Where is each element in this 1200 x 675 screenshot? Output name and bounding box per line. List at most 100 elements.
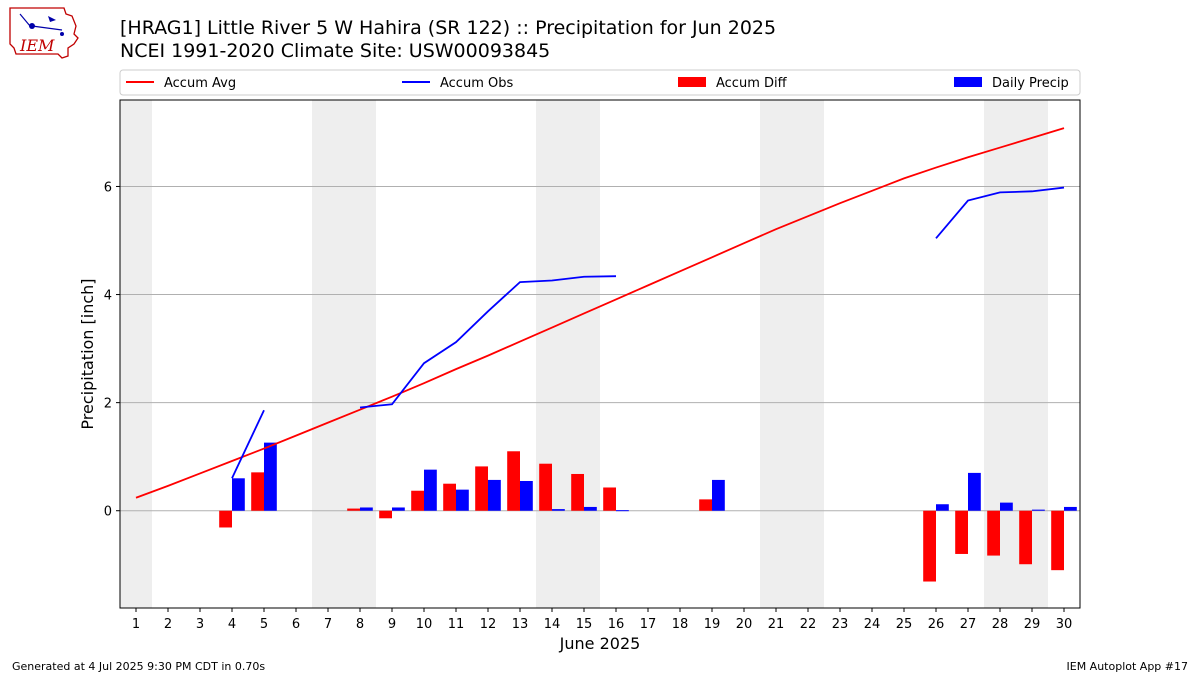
legend-item-1: Accum Obs (402, 76, 513, 91)
x-tick-label-16: 16 (608, 617, 625, 632)
legend-label-2: Accum Diff (716, 76, 788, 91)
weekend-shade-day-21 (760, 100, 792, 608)
legend-swatch-2 (678, 77, 706, 87)
diff-bar-day-29 (1019, 510, 1032, 565)
x-tick-label-13: 13 (512, 617, 529, 632)
diff-bar-day-9 (379, 510, 392, 519)
daily-bar-day-13 (520, 481, 533, 511)
x-tick-label-3: 3 (196, 617, 204, 632)
legend-item-0: Accum Avg (126, 76, 236, 91)
y-tick-label-4: 4 (104, 289, 112, 304)
diff-bar-day-5 (251, 472, 264, 511)
diff-bar-day-30 (1051, 510, 1064, 571)
legend-label-1: Accum Obs (440, 76, 513, 91)
weekend-shading (120, 100, 1048, 608)
x-tick-label-29: 29 (1024, 617, 1041, 632)
x-tick-label-26: 26 (928, 617, 945, 632)
weekend-shade-day-14 (536, 100, 568, 608)
daily-bar-day-29 (1032, 509, 1045, 511)
lines-layer (135, 127, 1065, 499)
accum-obs-line-2 (935, 186, 1065, 239)
daily-bar-day-30 (1064, 506, 1077, 511)
iem-logo: IEM (9, 7, 79, 59)
legend-item-2: Accum Diff (678, 76, 788, 91)
accum-obs-line-1 (359, 275, 617, 409)
x-tick-label-12: 12 (480, 617, 497, 632)
diff-bar-day-14 (539, 463, 552, 511)
app-credit: IEM Autoplot App #17 (1066, 660, 1189, 673)
legend-item-3: Daily Precip (954, 76, 1069, 91)
weekend-shade-day-1 (120, 100, 152, 608)
diff-bar-day-13 (507, 451, 520, 511)
y-tick-label-0: 0 (104, 505, 112, 520)
daily-bar-day-5 (264, 442, 277, 511)
legend-label-0: Accum Avg (164, 76, 236, 91)
x-tick-label-9: 9 (388, 617, 396, 632)
y-axis-ticks: 0 2 4 6 (104, 180, 120, 520)
legend-swatch-3 (954, 77, 982, 87)
weekend-shade-day-7 (312, 100, 344, 608)
daily-bar-day-26 (936, 504, 949, 511)
x-tick-label-14: 14 (544, 617, 561, 632)
x-tick-label-11: 11 (448, 617, 465, 632)
y-axis-label: Precipitation [inch] (78, 278, 97, 429)
daily-bar-day-4 (232, 478, 245, 511)
diff-bar-day-4 (219, 510, 232, 528)
x-tick-label-15: 15 (576, 617, 593, 632)
daily-bar-day-12 (488, 479, 501, 511)
plot-frame (119, 99, 1081, 609)
x-tick-label-2: 2 (164, 617, 172, 632)
daily-bar-day-16 (616, 510, 629, 512)
x-tick-label-20: 20 (736, 617, 753, 632)
daily-bar-day-15 (584, 506, 597, 511)
x-tick-label-21: 21 (768, 617, 785, 632)
daily-bar-day-10 (424, 469, 437, 511)
x-tick-label-1: 1 (132, 617, 140, 632)
x-tick-label-30: 30 (1056, 617, 1073, 632)
x-tick-label-4: 4 (228, 617, 236, 632)
x-tick-label-23: 23 (832, 617, 849, 632)
accum-avg-line-0 (135, 127, 1065, 499)
legend-box (119, 69, 1081, 96)
x-tick-label-7: 7 (324, 617, 332, 632)
x-tick-label-22: 22 (800, 617, 817, 632)
diff-bar-day-28 (987, 510, 1000, 556)
chart-title: [HRAG1] Little River 5 W Hahira (SR 122)… (120, 17, 777, 39)
x-tick-label-19: 19 (704, 617, 721, 632)
diff-bar-day-27 (955, 510, 968, 554)
x-tick-label-18: 18 (672, 617, 689, 632)
chart-subtitle: NCEI 1991-2020 Climate Site: USW00093845 (120, 40, 551, 62)
svg-text:IEM: IEM (19, 36, 55, 55)
weekend-shade-day-8 (344, 100, 376, 608)
diff-bar-day-10 (411, 490, 424, 511)
daily-bar-day-11 (456, 489, 469, 511)
daily-bar-day-27 (968, 472, 981, 511)
x-tick-label-5: 5 (260, 617, 268, 632)
diff-bar-day-11 (443, 483, 456, 511)
accum-obs-line-0 (231, 409, 265, 479)
x-tick-label-8: 8 (356, 617, 364, 632)
x-tick-label-24: 24 (864, 617, 881, 632)
x-tick-label-25: 25 (896, 617, 913, 632)
daily-bar-day-19 (712, 479, 725, 511)
x-axis-label: June 2025 (559, 634, 641, 653)
y-tick-label-6: 6 (104, 180, 112, 195)
daily-bar-day-14 (552, 509, 565, 511)
diff-bar-day-16 (603, 487, 616, 511)
diff-bar-day-8 (347, 508, 360, 511)
y-gridlines (120, 185, 1080, 512)
bars-layer (219, 442, 1077, 582)
daily-bar-day-8 (360, 507, 373, 511)
x-axis-ticks: 1 2 3 4 5 6 7 8 9 10 11 12 13 14 15 16 17 18 19 20 21 22 23 24 2… (132, 608, 1072, 632)
diff-bar-day-15 (571, 473, 584, 511)
weekend-shade-day-22 (792, 100, 824, 608)
diff-bar-day-19 (699, 499, 712, 511)
x-tick-label-10: 10 (416, 617, 433, 632)
legend-label-3: Daily Precip (992, 76, 1069, 91)
y-tick-label-2: 2 (104, 397, 112, 412)
daily-bar-day-9 (392, 507, 405, 511)
legend: Accum Avg Accum Obs Accum Diff Daily Precip (119, 69, 1081, 96)
x-tick-label-6: 6 (292, 617, 300, 632)
x-tick-label-17: 17 (640, 617, 657, 632)
